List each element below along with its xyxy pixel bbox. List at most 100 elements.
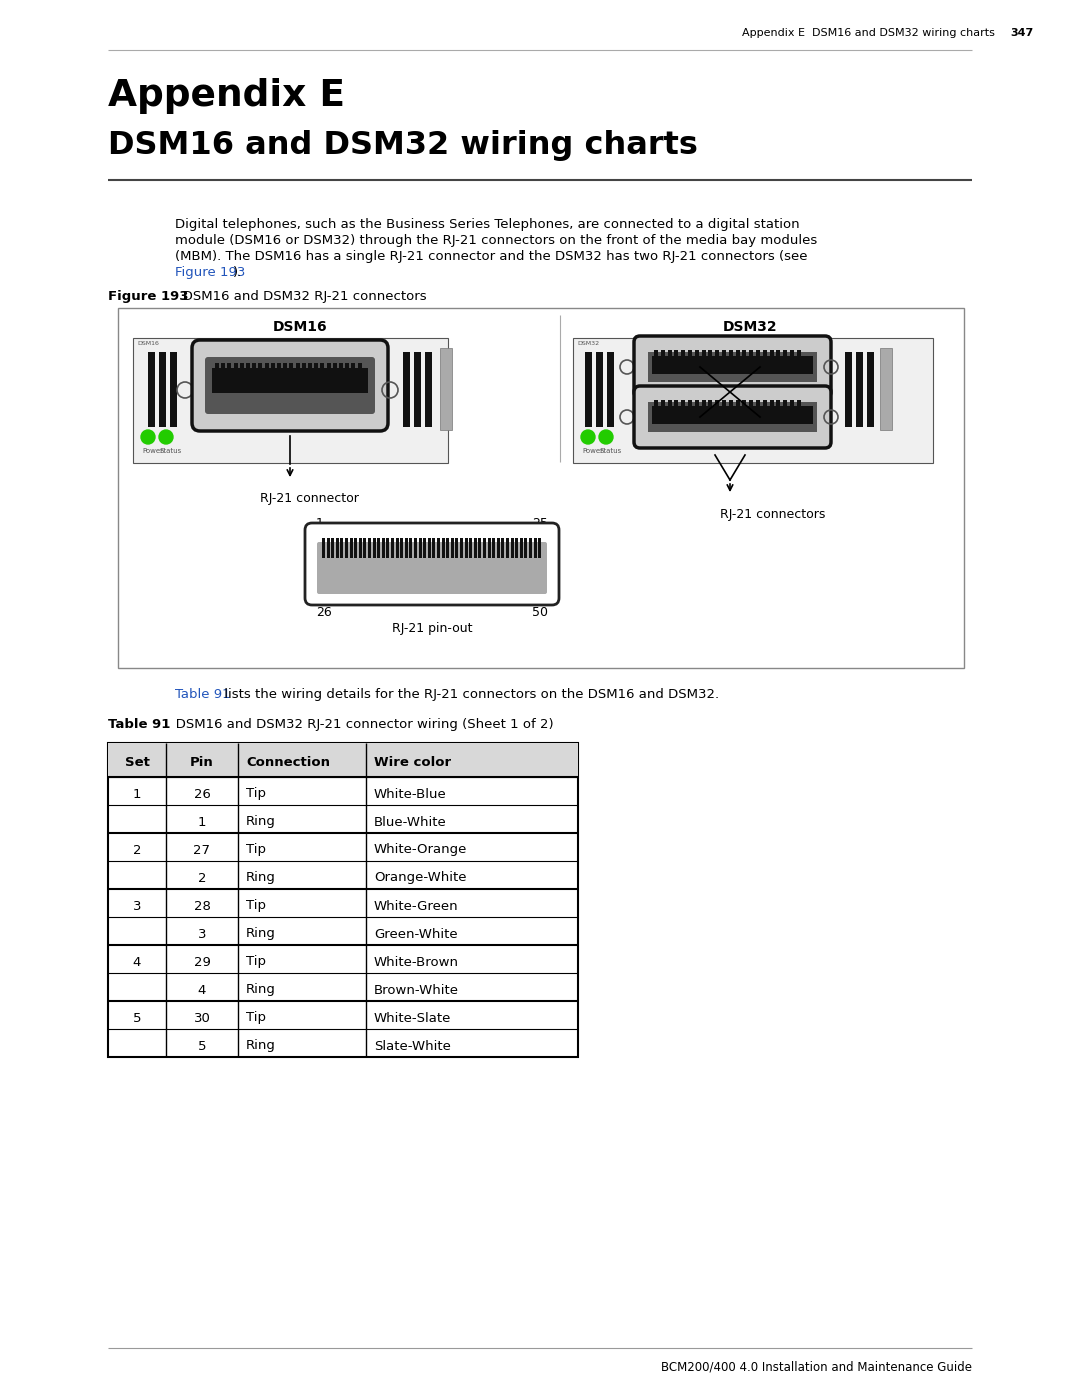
Bar [350,538,352,557]
Bar [648,402,816,432]
Text: RJ-21 connectors: RJ-21 connectors [720,509,825,521]
Text: 4: 4 [198,983,206,996]
Text: RJ-21 pin-out: RJ-21 pin-out [392,622,472,636]
Bar [333,363,337,374]
Text: 5: 5 [133,1011,141,1024]
Text: 347: 347 [1010,28,1034,38]
FancyBboxPatch shape [192,339,388,432]
Bar [133,338,448,462]
Bar [382,538,384,557]
Bar [212,367,368,393]
Bar [681,351,685,360]
Bar [756,351,760,360]
Bar [240,363,244,374]
Bar [363,538,366,557]
Bar [340,538,343,557]
Bar [797,351,800,360]
FancyBboxPatch shape [634,337,831,398]
Bar [332,538,334,557]
Bar [253,363,256,374]
Text: lists the wiring details for the RJ-21 connectors on the DSM16 and DSM32.: lists the wiring details for the RJ-21 c… [220,687,719,701]
Bar [432,538,435,557]
Text: DSM32: DSM32 [577,341,599,346]
Bar [770,351,773,360]
Bar [702,400,705,409]
Bar [351,363,355,374]
Text: 1: 1 [198,816,206,828]
Text: Orange-White: Orange-White [374,872,467,884]
Bar [525,538,527,557]
Text: Figure 193: Figure 193 [175,265,245,279]
Bar [108,743,578,777]
Bar [321,363,324,374]
Bar [426,352,432,427]
Bar [529,538,532,557]
Bar [750,400,753,409]
Bar [783,351,787,360]
Circle shape [141,430,156,444]
Bar [750,351,753,360]
Text: 5: 5 [198,1039,206,1052]
Bar [442,538,445,557]
Bar [148,352,156,427]
Bar [271,363,274,374]
Bar [770,400,773,409]
Text: 26: 26 [193,788,211,800]
Bar [428,538,431,557]
Bar [735,400,740,409]
Text: 2: 2 [198,872,206,884]
Text: DSM32: DSM32 [723,320,778,334]
Bar [246,363,249,374]
Text: White-Green: White-Green [374,900,459,912]
Bar [373,538,376,557]
Bar [596,352,603,427]
Text: 4: 4 [133,956,141,968]
Bar [681,400,685,409]
Text: Status: Status [600,448,622,454]
Text: 28: 28 [193,900,211,912]
Bar [511,538,514,557]
Bar [519,538,523,557]
Text: Appendix E: Appendix E [108,78,345,115]
Text: Wire color: Wire color [374,757,451,770]
Bar [789,400,794,409]
Bar [391,538,394,557]
Text: Digital telephones, such as the Business Series Telephones, are connected to a d: Digital telephones, such as the Business… [175,218,799,231]
Bar [405,538,408,557]
Bar [456,538,458,557]
Bar [322,538,325,557]
Bar [723,351,726,360]
Bar [346,363,349,374]
Bar [708,400,713,409]
Text: Slate-White: Slate-White [374,1039,450,1052]
Bar [777,351,781,360]
Bar [648,352,816,381]
Text: Tip: Tip [246,788,266,800]
Text: Ring: Ring [246,928,275,940]
Bar [339,363,343,374]
Bar [423,538,427,557]
Bar [797,400,800,409]
Bar [460,538,463,557]
Bar [735,351,740,360]
Text: 27: 27 [193,844,211,856]
Bar [688,351,692,360]
FancyBboxPatch shape [205,358,375,414]
Bar [652,356,813,374]
Bar [654,351,658,360]
Text: Brown-White: Brown-White [374,983,459,996]
Bar [487,538,490,557]
Bar [170,352,177,427]
Bar [497,538,500,557]
Text: Green-White: Green-White [374,928,458,940]
Bar [401,538,403,557]
Bar [283,363,287,374]
Bar [729,351,733,360]
Text: Ring: Ring [246,1039,275,1052]
Bar [469,538,472,557]
Bar [667,400,672,409]
Text: DSM16 and DSM32 wiring charts: DSM16 and DSM32 wiring charts [108,130,698,161]
Bar [845,352,852,427]
Bar [756,400,760,409]
Bar [377,538,380,557]
